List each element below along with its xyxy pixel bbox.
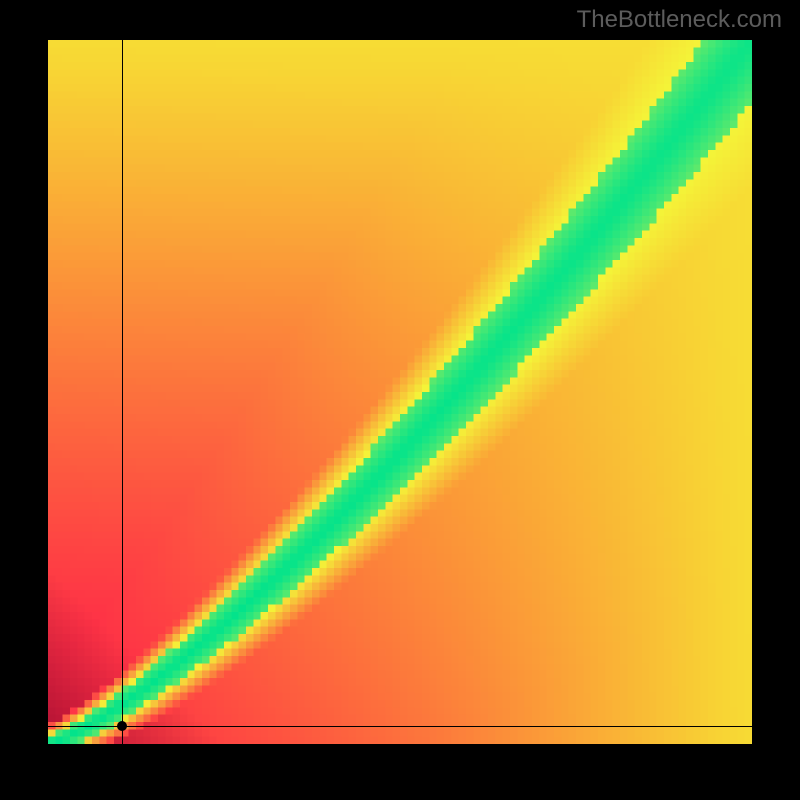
chart-container: TheBottleneck.com — [0, 0, 800, 800]
crosshair-marker-dot — [117, 721, 127, 731]
crosshair-horizontal-line — [48, 726, 752, 727]
watermark-text: TheBottleneck.com — [577, 6, 782, 34]
bottleneck-heatmap — [48, 40, 752, 744]
plot-area — [48, 40, 752, 744]
crosshair-vertical-line — [122, 40, 123, 744]
